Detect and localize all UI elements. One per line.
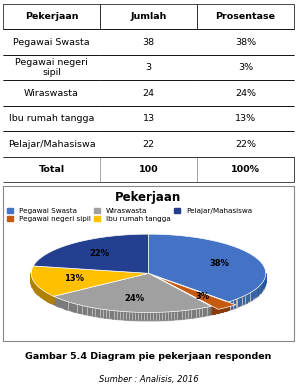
Polygon shape xyxy=(155,276,236,309)
Text: 3%: 3% xyxy=(195,292,209,301)
Text: 24%: 24% xyxy=(124,294,144,303)
Text: Gambar 5.4 Diagram pie pekerjaan responden: Gambar 5.4 Diagram pie pekerjaan respond… xyxy=(25,352,272,361)
Text: Sumber : Analisis, 2016: Sumber : Analisis, 2016 xyxy=(99,375,198,384)
Polygon shape xyxy=(31,266,148,296)
Text: 22%: 22% xyxy=(90,249,110,258)
Polygon shape xyxy=(33,234,148,273)
Text: 13%: 13% xyxy=(64,274,84,283)
Polygon shape xyxy=(54,273,211,312)
Text: Pekerjaan: Pekerjaan xyxy=(115,191,182,204)
Text: 38%: 38% xyxy=(209,260,229,269)
Legend: Pegawai Swasta, Pegawai negeri sipil, Wiraswasta, Ibu rumah tangga, Pelajar/Maha: Pegawai Swasta, Pegawai negeri sipil, Wi… xyxy=(7,209,252,222)
Polygon shape xyxy=(148,234,266,302)
